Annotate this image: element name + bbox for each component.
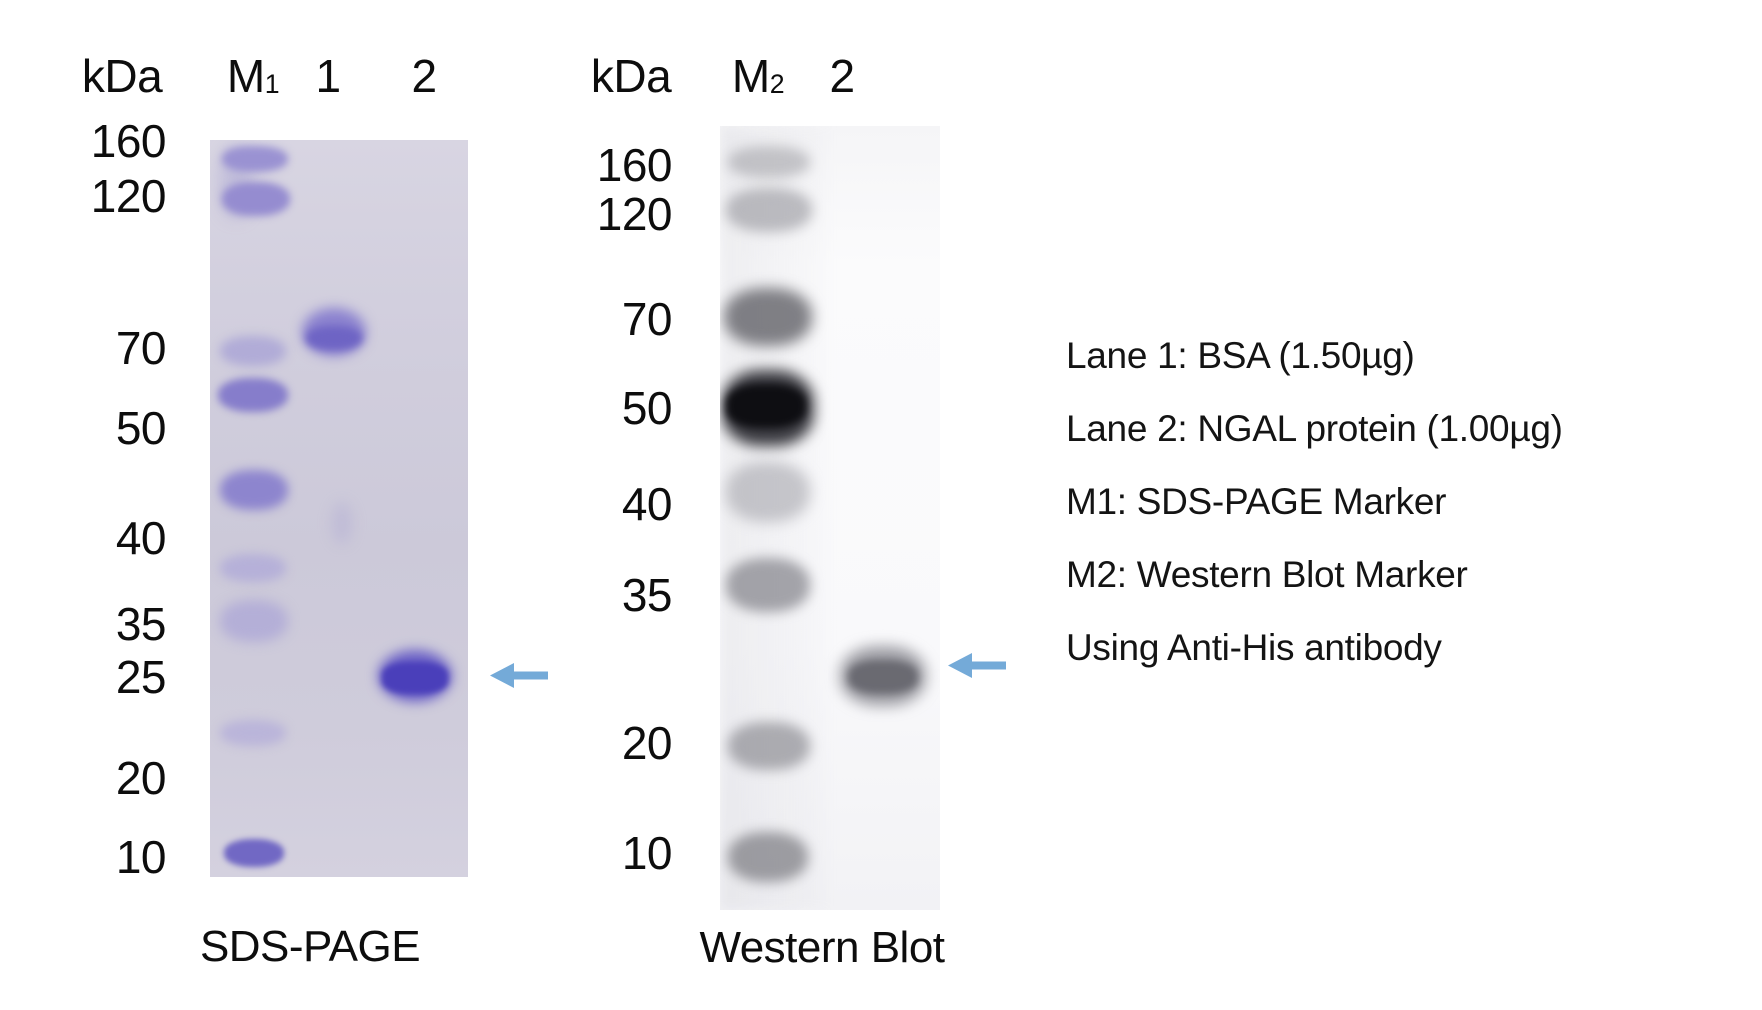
sds-m1-band-22 bbox=[220, 720, 286, 746]
sds-lane1-bsa-band bbox=[306, 326, 362, 350]
sds-marker-subscript: 1 bbox=[264, 69, 280, 100]
sds-marker-base: M bbox=[226, 50, 265, 102]
wb-marker-base: M bbox=[731, 50, 770, 102]
wb-band-arrow-shape bbox=[948, 653, 1006, 678]
wb-m2-band-50 bbox=[726, 384, 806, 428]
wb-tick-70: 70 bbox=[621, 293, 673, 345]
wb-tick-35: 35 bbox=[621, 569, 673, 621]
sds-gel-image bbox=[210, 140, 468, 877]
wb-tick-120: 120 bbox=[596, 188, 673, 240]
legend-line-antibody: Using Anti-His antibody bbox=[1066, 627, 1442, 668]
wb-kda-header: kDa bbox=[590, 50, 672, 102]
legend-line-m1: M1: SDS-PAGE Marker bbox=[1066, 481, 1447, 522]
sds-lane2-ngal-band bbox=[382, 662, 448, 694]
wb-lane2-header: 2 bbox=[829, 50, 855, 102]
wb-m2-band-10 bbox=[728, 832, 808, 882]
wb-blot-image bbox=[720, 126, 940, 910]
sds-band-arrow-icon bbox=[490, 663, 548, 688]
sds-tick-120: 120 bbox=[90, 170, 167, 222]
sds-band-arrow-shape bbox=[490, 663, 548, 688]
sds-tick-50: 50 bbox=[115, 402, 167, 454]
wb-tick-160: 160 bbox=[596, 139, 673, 191]
sds-tick-25: 25 bbox=[115, 651, 167, 703]
sds-m1-band-160 bbox=[222, 146, 288, 172]
sds-m1-band-55 bbox=[218, 378, 288, 412]
wb-marker-header: M2 bbox=[731, 50, 785, 106]
sds-tick-10: 10 bbox=[115, 831, 167, 883]
sds-m1-band-120 bbox=[222, 182, 290, 216]
wb-tick-40: 40 bbox=[621, 478, 673, 530]
wb-tick-20: 20 bbox=[621, 717, 673, 769]
wb-m2-band-35 bbox=[726, 558, 810, 612]
sds-lane2-smudge bbox=[332, 502, 352, 544]
legend-line-lane2: Lane 2: NGAL protein (1.00µg) bbox=[1066, 408, 1563, 449]
sds-tick-160: 160 bbox=[90, 115, 167, 167]
sds-caption: SDS-PAGE bbox=[199, 922, 421, 971]
wb-m2-band-20 bbox=[728, 722, 810, 770]
sds-tick-40: 40 bbox=[115, 512, 167, 564]
sds-m1-band-10 bbox=[224, 839, 284, 867]
legend-block: Lane 1: BSA (1.50µg) Lane 2: NGAL protei… bbox=[1066, 319, 1563, 684]
wb-m2-band-120 bbox=[726, 188, 812, 232]
wb-tick-10: 10 bbox=[621, 827, 673, 879]
wb-lane2-ngal-band bbox=[848, 660, 918, 694]
sds-lane1-header: 1 bbox=[315, 50, 341, 102]
legend-line-lane1: Lane 1: BSA (1.50µg) bbox=[1066, 335, 1415, 376]
wb-band-arrow-icon bbox=[948, 653, 1006, 678]
sds-lane2-header: 2 bbox=[411, 50, 437, 102]
wb-m2-band-160 bbox=[728, 146, 810, 178]
sds-m1-band-70 bbox=[220, 336, 286, 366]
sds-m1-band-45 bbox=[220, 470, 288, 510]
sds-tick-20: 20 bbox=[115, 752, 167, 804]
wb-m2-band-40 bbox=[726, 462, 810, 522]
legend-line-m2: M2: Western Blot Marker bbox=[1066, 554, 1468, 595]
sds-kda-header: kDa bbox=[81, 50, 163, 102]
sds-m1-band-40 bbox=[220, 554, 286, 582]
wb-m2-band-70 bbox=[724, 288, 812, 346]
sds-marker-header: M1 bbox=[226, 50, 280, 106]
sds-m1-band-35 bbox=[220, 600, 288, 642]
wb-marker-subscript: 2 bbox=[769, 69, 785, 100]
wb-tick-50: 50 bbox=[621, 382, 673, 434]
sds-tick-70: 70 bbox=[115, 322, 167, 374]
sds-tick-35: 35 bbox=[115, 598, 167, 650]
wb-caption: Western Blot bbox=[699, 923, 945, 972]
